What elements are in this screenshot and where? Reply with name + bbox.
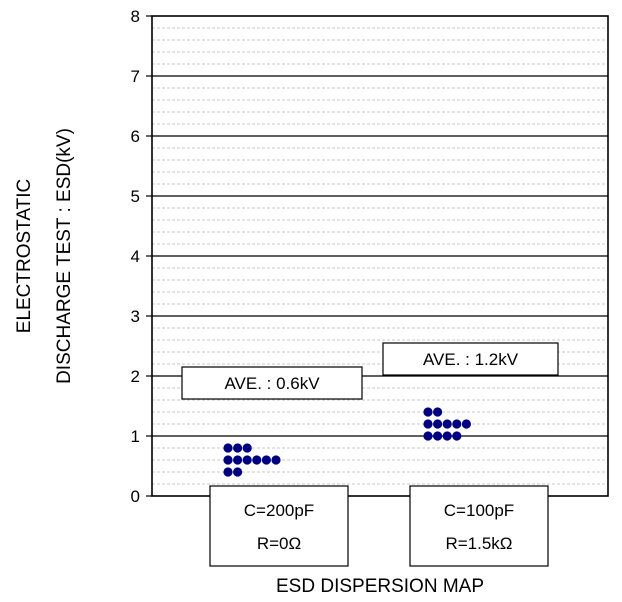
minor-grid bbox=[152, 27, 608, 485]
major-grid bbox=[152, 75, 608, 437]
y-tick-label: 1 bbox=[131, 427, 140, 446]
data-point bbox=[433, 407, 443, 417]
average-labels: AVE. : 0.6kV AVE. : 1.2kV bbox=[181, 342, 559, 400]
data-point bbox=[452, 419, 462, 429]
data-point bbox=[423, 419, 433, 429]
data-point bbox=[223, 443, 233, 453]
y-axis-title-line-2: DISCHARGE TEST : ESD(kV) bbox=[54, 128, 75, 384]
data-point bbox=[252, 455, 262, 465]
y-tick-label: 4 bbox=[131, 247, 140, 266]
data-point bbox=[242, 455, 252, 465]
category-label-line-1: C=200pF bbox=[244, 501, 314, 520]
data-point bbox=[223, 467, 233, 477]
data-point bbox=[261, 455, 271, 465]
y-tick-label: 7 bbox=[131, 67, 140, 86]
data-point bbox=[423, 431, 433, 441]
data-point bbox=[233, 443, 243, 453]
category-label-line-2: R=0Ω bbox=[257, 534, 301, 553]
y-tick-label: 3 bbox=[131, 307, 140, 326]
data-points bbox=[223, 407, 471, 477]
data-point bbox=[442, 419, 452, 429]
y-tick-label: 2 bbox=[131, 367, 140, 386]
data-point bbox=[442, 431, 452, 441]
average-label: AVE. : 1.2kV bbox=[423, 350, 519, 369]
data-point bbox=[233, 467, 243, 477]
category-label-line-2: R=1.5kΩ bbox=[445, 534, 512, 553]
average-label: AVE. : 0.6kV bbox=[224, 374, 320, 393]
y-axis-title-line-1: ELECTROSTATIC bbox=[14, 179, 35, 333]
data-point bbox=[433, 419, 443, 429]
data-point bbox=[433, 431, 443, 441]
y-tick-label: 5 bbox=[131, 187, 140, 206]
data-point bbox=[423, 407, 433, 417]
category-label-box bbox=[409, 485, 549, 567]
average-label-box bbox=[382, 342, 559, 376]
y-tick-label: 8 bbox=[131, 7, 140, 26]
data-point bbox=[233, 455, 243, 465]
category-labels: C=200pF R=0Ω C=100pF R=1.5kΩ bbox=[209, 485, 549, 567]
data-point bbox=[461, 419, 471, 429]
data-point bbox=[242, 443, 252, 453]
data-point bbox=[271, 455, 281, 465]
category-label-box bbox=[209, 485, 349, 567]
data-point bbox=[452, 431, 462, 441]
y-tick-label: 6 bbox=[131, 127, 140, 146]
x-axis-title: ESD DISPERSION MAP bbox=[276, 576, 484, 597]
y-tick-label: 0 bbox=[131, 487, 140, 506]
average-label-box bbox=[181, 366, 363, 400]
data-point bbox=[223, 455, 233, 465]
y-axis-ticks: 0 1 2 3 4 5 6 7 8 bbox=[131, 7, 152, 506]
category-label-line-1: C=100pF bbox=[444, 501, 514, 520]
